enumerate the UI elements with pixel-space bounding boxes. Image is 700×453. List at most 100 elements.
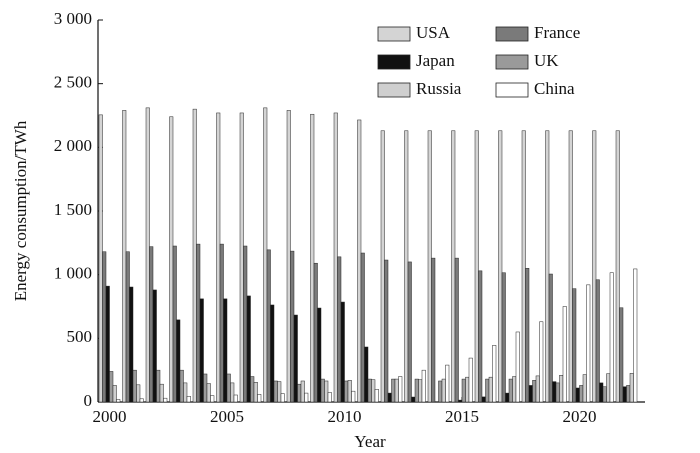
bar	[159, 383, 164, 403]
bar	[105, 285, 110, 403]
y-tick-label: 3 000	[54, 9, 92, 28]
bar	[116, 399, 121, 403]
bar	[156, 369, 161, 403]
bar	[169, 116, 174, 403]
bar	[186, 396, 191, 403]
legend-label: USA	[416, 23, 451, 42]
y-tick-label: 0	[84, 391, 93, 410]
bar	[112, 385, 117, 403]
bar	[512, 376, 517, 403]
bar	[183, 382, 188, 403]
bar	[387, 392, 392, 403]
bar	[629, 373, 634, 403]
bar	[277, 381, 282, 403]
bar	[313, 262, 318, 403]
bar	[532, 380, 537, 403]
x-axis-title: Year	[354, 432, 386, 451]
bar	[122, 110, 127, 403]
bar	[562, 306, 567, 403]
bar	[149, 246, 154, 403]
legend-label: China	[534, 79, 575, 98]
bar	[367, 378, 372, 403]
bar	[498, 130, 503, 403]
bar	[458, 399, 463, 403]
bar	[266, 249, 271, 403]
bar	[357, 119, 362, 403]
bar	[347, 380, 352, 403]
bar	[427, 130, 432, 403]
bar	[351, 390, 356, 403]
bar	[465, 376, 470, 403]
bar	[559, 375, 564, 403]
x-tick-label: 2010	[328, 407, 362, 426]
bar	[210, 395, 215, 403]
bar	[152, 289, 157, 403]
bar	[300, 380, 305, 403]
bar	[492, 345, 497, 403]
bar	[528, 385, 533, 403]
bar	[280, 393, 285, 403]
bar	[371, 379, 376, 403]
bar	[548, 273, 553, 403]
bar	[602, 386, 607, 403]
legend-label: Japan	[416, 51, 455, 70]
bar	[196, 243, 201, 403]
bar	[404, 130, 409, 403]
bar	[582, 374, 587, 403]
bar	[418, 379, 423, 403]
bar	[478, 270, 483, 403]
bar	[501, 272, 506, 403]
bar	[535, 375, 540, 403]
bar	[586, 284, 591, 403]
x-tick-label: 2000	[93, 407, 127, 426]
bar	[414, 378, 419, 403]
bar	[552, 381, 557, 403]
y-tick-label: 2 500	[54, 73, 92, 92]
bar	[129, 286, 134, 403]
legend-swatch	[377, 54, 411, 70]
bar	[488, 376, 493, 403]
bar	[136, 384, 141, 403]
bar	[568, 130, 573, 403]
bar	[572, 288, 577, 403]
bar	[633, 268, 638, 403]
legend-label: Russia	[416, 79, 462, 98]
bar	[230, 382, 235, 403]
bar	[606, 373, 611, 403]
bar	[333, 112, 338, 403]
bar	[145, 107, 150, 403]
legend-label: France	[534, 23, 580, 42]
bar	[609, 272, 614, 403]
bar	[310, 113, 315, 403]
bar	[102, 251, 107, 403]
bar	[481, 396, 486, 403]
legend-swatch	[495, 26, 529, 42]
bar	[579, 385, 584, 403]
bar	[340, 301, 345, 403]
bar	[246, 295, 251, 403]
bar	[239, 112, 244, 403]
bar	[454, 257, 459, 403]
bar	[172, 245, 177, 403]
bar	[438, 380, 443, 403]
bar	[384, 259, 389, 403]
bar	[139, 398, 144, 403]
bar	[515, 331, 520, 403]
bar	[250, 376, 255, 403]
bar	[226, 373, 231, 403]
bar	[243, 245, 248, 403]
bar	[364, 346, 369, 403]
bar	[223, 298, 228, 403]
bar	[407, 261, 412, 403]
bar	[474, 130, 479, 403]
bar	[394, 378, 399, 403]
bar	[206, 383, 211, 403]
bar	[290, 250, 295, 403]
legend-swatch	[377, 82, 411, 98]
bar	[109, 371, 114, 403]
bar	[233, 394, 238, 403]
legend-label: UK	[534, 51, 559, 70]
y-tick-label: 1 000	[54, 264, 92, 283]
bar	[626, 385, 631, 403]
